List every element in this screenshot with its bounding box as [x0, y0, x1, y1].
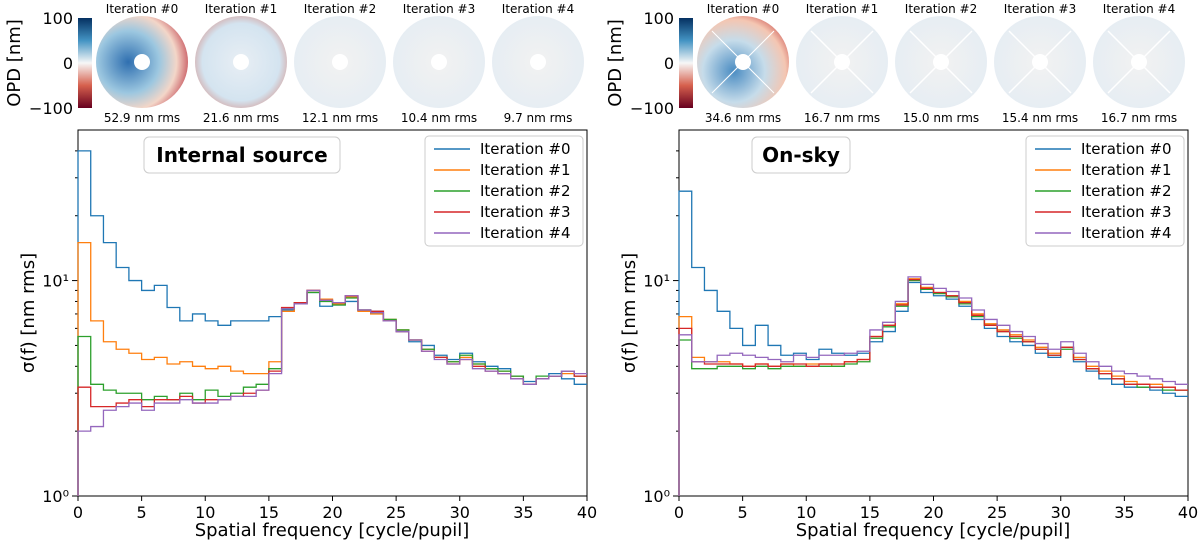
- x-tick-label: 20: [923, 503, 943, 522]
- x-axis-label: Spatial frequency [cycle/pupil]: [796, 520, 1071, 540]
- panel-internal: OPD [nm] 100 0 −100 Iteration #0 Iterati…: [4, 2, 597, 540]
- y-tick-label: 10¹: [643, 272, 670, 291]
- opd-map: [796, 16, 888, 108]
- map-rms: 15.4 nm rms: [1002, 111, 1078, 125]
- colorbar-tick: 100: [643, 9, 674, 28]
- x-tick-label: 5: [137, 503, 147, 522]
- legend-label: Iteration #3: [480, 203, 571, 221]
- opd-map: [895, 16, 987, 108]
- x-axis-label: Spatial frequency [cycle/pupil]: [195, 520, 470, 540]
- opd-map: [994, 16, 1086, 108]
- colorbar-label: OPD [nm]: [4, 19, 25, 107]
- legend-label: Iteration #4: [480, 224, 571, 242]
- legend-box: [1025, 135, 1185, 247]
- plot-area-internal: 0 5 10 15 20 25 30 35 40 10⁰ 10¹: [42, 150, 597, 522]
- plot-area-onsky: 0 5 10 15 20 25 30 35 40 10⁰ 10¹: [643, 150, 1198, 522]
- y-tick-label: 10¹: [42, 272, 69, 291]
- x-tick-label: 10: [195, 503, 215, 522]
- panel-title-box: [143, 136, 341, 174]
- panel-title: Internal source: [156, 143, 327, 167]
- x-tick-label: 40: [577, 503, 597, 522]
- series-line: [678, 190, 1188, 496]
- legend-label: Iteration #0: [480, 140, 571, 158]
- map-rms: 15.0 nm rms: [903, 111, 979, 125]
- legend-label: Iteration #2: [1081, 182, 1172, 200]
- colorbar-tick: 100: [42, 9, 73, 28]
- x-tick-label: 30: [1051, 503, 1071, 522]
- legend-label: Iteration #1: [1081, 161, 1172, 179]
- x-tick-label: 40: [1178, 503, 1198, 522]
- opd-map: [1093, 16, 1185, 108]
- map-title: Iteration #0: [106, 2, 178, 16]
- opd-map: [492, 16, 584, 108]
- x-tick-label: 35: [513, 503, 533, 522]
- legend-label: Iteration #2: [480, 182, 571, 200]
- map-title: Iteration #2: [304, 2, 376, 16]
- map-title: Iteration #1: [205, 2, 277, 16]
- map-title: Iteration #4: [502, 2, 574, 16]
- series-line: [678, 276, 1188, 496]
- legend: Iteration #0 Iteration #1 Iteration #2 I…: [424, 135, 584, 247]
- y-axis-label: σ(f) [nm rms]: [18, 253, 39, 373]
- legend-label: Iteration #3: [1081, 203, 1172, 221]
- series-line: [678, 278, 1188, 496]
- colorbar-tick: 0: [63, 54, 73, 73]
- map-rms: 16.7 nm rms: [804, 111, 880, 125]
- y-tick-label: 10⁰: [42, 487, 69, 506]
- colorbar: [679, 18, 693, 108]
- series-line: [678, 279, 1188, 496]
- colorbar-label: OPD [nm]: [605, 19, 626, 107]
- series-line: [77, 289, 587, 496]
- colorbar: [78, 18, 92, 108]
- map-title: Iteration #4: [1103, 2, 1175, 16]
- y-tick-label: 10⁰: [643, 487, 670, 506]
- map-rms: 16.7 nm rms: [1101, 111, 1177, 125]
- x-tick-label: 25: [987, 503, 1007, 522]
- x-tick-label: 20: [322, 503, 342, 522]
- map-rms: 52.9 nm rms: [104, 111, 180, 125]
- x-tick-label: 30: [450, 503, 470, 522]
- colorbar-tick: −100: [29, 99, 73, 118]
- panel-title: On-sky: [762, 143, 840, 167]
- legend-label: Iteration #0: [1081, 140, 1172, 158]
- map-rms: 34.6 nm rms: [705, 111, 781, 125]
- series-line: [77, 291, 587, 496]
- map-title: Iteration #3: [403, 2, 475, 16]
- map-rms: 21.6 nm rms: [203, 111, 279, 125]
- legend: Iteration #0 Iteration #1 Iteration #2 I…: [1025, 135, 1185, 247]
- map-title: Iteration #3: [1004, 2, 1076, 16]
- series-line: [678, 278, 1188, 496]
- x-tick-label: 5: [738, 503, 748, 522]
- panel-title-box: [751, 136, 851, 174]
- series-line: [77, 289, 587, 496]
- x-tick-label: 0: [73, 503, 83, 522]
- panel-onsky: OPD [nm] 100 0 −100: [605, 2, 1198, 540]
- x-tick-label: 25: [386, 503, 406, 522]
- legend-label: Iteration #4: [1081, 224, 1172, 242]
- map-rms: 10.4 nm rms: [401, 111, 477, 125]
- opd-map: [195, 16, 287, 108]
- map-title: Iteration #2: [905, 2, 977, 16]
- map-title: Iteration #0: [707, 2, 779, 16]
- x-tick-label: 15: [860, 503, 880, 522]
- x-tick-label: 35: [1114, 503, 1134, 522]
- x-tick-label: 0: [674, 503, 684, 522]
- map-title: Iteration #1: [806, 2, 878, 16]
- opd-map: [294, 16, 386, 108]
- legend-box: [424, 135, 584, 247]
- x-tick-label: 15: [259, 503, 279, 522]
- opd-map: [393, 16, 485, 108]
- map-rms: 12.1 nm rms: [302, 111, 378, 125]
- legend-label: Iteration #1: [480, 161, 571, 179]
- opd-map: [96, 16, 188, 108]
- colorbar-tick: 0: [664, 54, 674, 73]
- y-axis-label: σ(f) [nm rms]: [619, 253, 640, 373]
- x-tick-label: 10: [796, 503, 816, 522]
- colorbar-tick: −100: [630, 99, 674, 118]
- map-rms: 9.7 nm rms: [504, 111, 573, 125]
- opd-map: [697, 16, 789, 108]
